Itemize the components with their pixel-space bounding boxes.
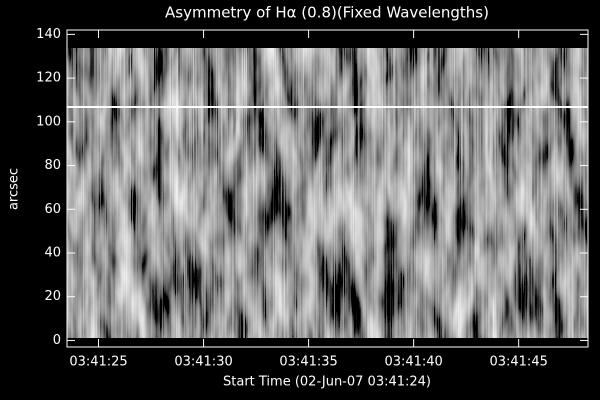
plot-frame	[66, 29, 589, 348]
y-tick-label: 20	[44, 289, 61, 304]
y-tick-label: 80	[44, 158, 61, 173]
top-band	[67, 30, 588, 48]
y-tick-label: 100	[36, 114, 61, 129]
x-tick-label: 03:41:30	[174, 355, 232, 370]
x-tick-label: 03:41:35	[279, 355, 337, 370]
y-axis-label: arcsec	[7, 168, 22, 210]
x-tick-label: 03:41:40	[384, 355, 442, 370]
image-area	[67, 30, 588, 347]
y-tick-label: 60	[44, 202, 61, 217]
intensity-image	[67, 30, 588, 347]
y-tick-label: 140	[36, 27, 61, 42]
chart-title: Asymmetry of Hα (0.8)(Fixed Wavelengths)	[165, 4, 489, 22]
x-tick-label: 03:41:45	[489, 355, 547, 370]
y-tick-label: 40	[44, 245, 61, 260]
x-tick-label: 03:41:25	[69, 355, 127, 370]
bottom-band	[67, 338, 588, 347]
y-tick-label: 120	[36, 71, 61, 86]
y-tick-label: 0	[53, 333, 61, 348]
x-axis-label: Start Time (02-Jun-07 03:41:24)	[223, 375, 431, 390]
